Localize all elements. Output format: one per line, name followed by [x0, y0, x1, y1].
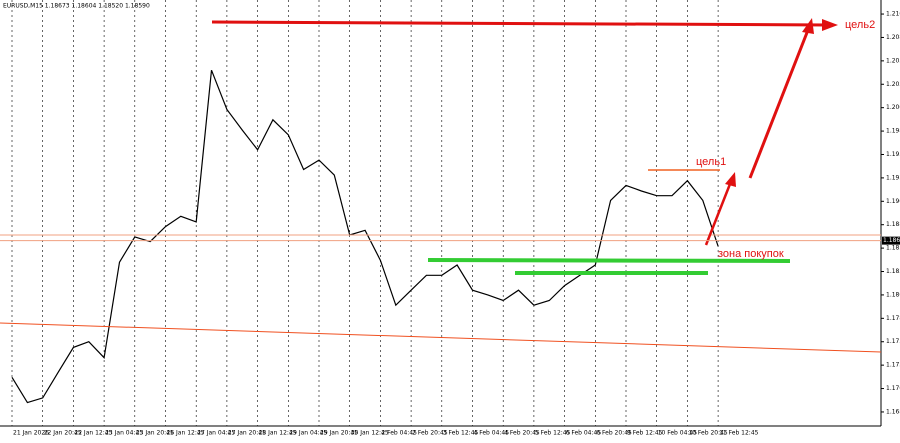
y-tick-label: 1.2005: [886, 104, 900, 111]
x-tick-label: 30 Jan 12:45: [351, 430, 389, 437]
x-tick-label: 4 Feb 04:45: [474, 430, 510, 437]
arrow: [704, 183, 732, 246]
y-tick-label: 1.1855: [886, 245, 900, 252]
y-tick-label: 1.2105: [886, 11, 900, 18]
arrow-head: [725, 172, 736, 187]
x-tick-label: 22 Jan 12:45: [74, 430, 112, 437]
y-tick-label: 1.1730: [886, 362, 900, 369]
x-tick-label: 9 Feb 12:45: [627, 430, 663, 437]
x-tick-label: 10 Feb 20:45: [688, 430, 728, 437]
x-tick-label: 2 Feb 20:45: [412, 430, 448, 437]
plot: [11, 0, 719, 426]
x-tick-label: 27 Jan 04:45: [197, 430, 235, 437]
arrow-head: [822, 19, 838, 31]
y-tick-label: 1.1905: [886, 198, 900, 205]
y-tick-label: 1.2055: [886, 57, 900, 64]
y-tick-label: 1.2080: [886, 34, 900, 41]
x-tick-label: 6 Feb 20:45: [596, 430, 632, 437]
y-tick-label: 1.168: [886, 408, 900, 415]
x-tick-label: 28 Jan 12:45: [259, 430, 297, 437]
x-tick-label: 23 Jan 20:45: [136, 430, 174, 437]
annotation: цель1: [696, 156, 726, 168]
price-tag: [882, 236, 900, 245]
x-tick-label: 29 Jan 04:45: [289, 430, 327, 437]
chart-title: EURUSD,M15 1.18673 1.18604 1.18520 1.185…: [3, 3, 150, 10]
price-line: [11, 69, 719, 404]
x-tick-label: 5 Feb 12:45: [535, 430, 571, 437]
x-tick-label: 26 Jan 12:45: [167, 430, 205, 437]
y-tick-label: 1.1755: [886, 338, 900, 345]
trend-line: [0, 322, 882, 353]
x-tick-label: 11 Feb 12:45: [719, 430, 759, 437]
x-tick-label: 29 Jan 20:45: [320, 430, 358, 437]
x-tick-label: 21 Jan 2026: [13, 430, 49, 437]
x-tick-label: 3 Feb 12:45: [443, 430, 479, 437]
current-price-label: 1.1863: [883, 237, 900, 244]
arrow-head: [802, 18, 814, 34]
x-tick-label: 22 Jan 20:45: [44, 430, 82, 437]
x-tick-label: 27 Jan 20:45: [228, 430, 266, 437]
y-tick-label: 1.1780: [886, 315, 900, 322]
y-tick-label: 1.1705: [886, 385, 900, 392]
y-tick-label: 1.1955: [886, 151, 900, 158]
buy-zone-line: [427, 258, 791, 263]
target-line: [211, 20, 829, 27]
y-tick-label: 1.2030: [886, 81, 900, 88]
y-tick-label: 1.1805: [886, 291, 900, 298]
y-tick-label: 1.1880: [886, 221, 900, 228]
x-tick-label: 4 Feb 20:45: [504, 430, 540, 437]
y-tick-label: 1.1980: [886, 128, 900, 135]
x-tick-label: 10 Feb 04:45: [658, 430, 698, 437]
annotation: зона покупок: [718, 248, 784, 260]
x-tick-label: 23 Jan 04:45: [105, 430, 143, 437]
x-tick-label: 6 Feb 04:45: [566, 430, 602, 437]
y-tick-label: 1.1930: [886, 174, 900, 181]
x-tick-label: 2 Feb 04:45: [381, 430, 417, 437]
y-tick-label: 1.1830: [886, 268, 900, 275]
arrow: [748, 29, 810, 179]
annotation: цель2: [845, 19, 875, 31]
